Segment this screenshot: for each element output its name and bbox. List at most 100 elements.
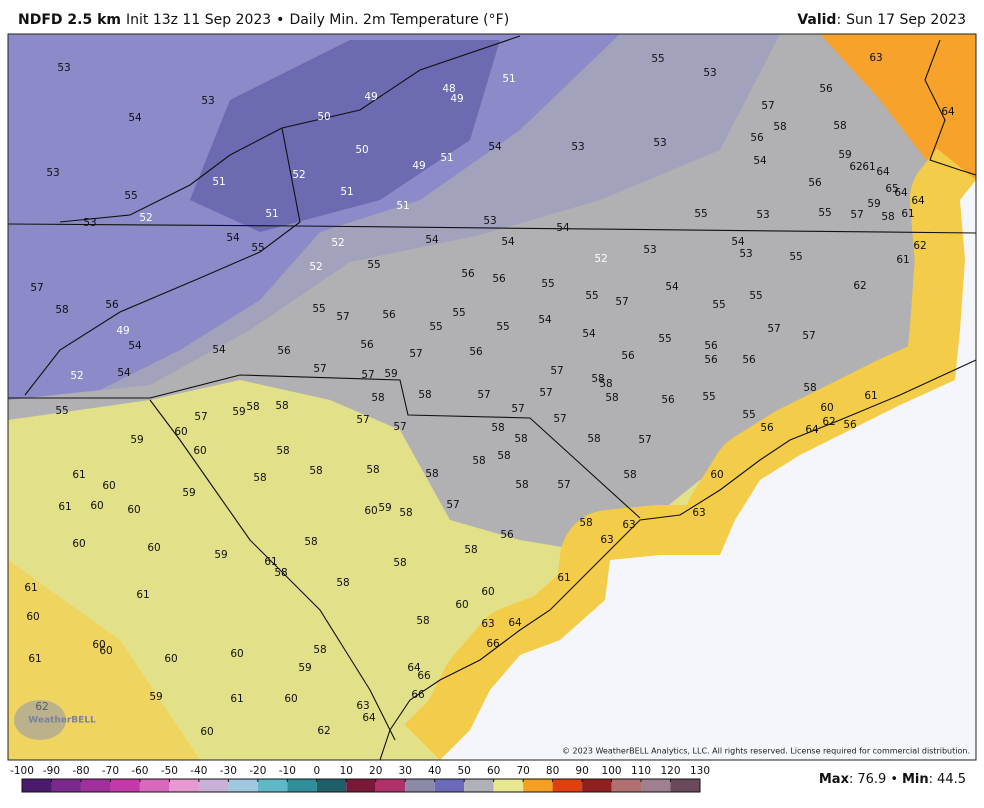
station-value: 56 <box>704 354 718 366</box>
station-value: 60 <box>99 645 112 657</box>
colorbar-tick-label: 50 <box>457 765 470 777</box>
station-value: 57 <box>511 403 524 415</box>
station-value: 58 <box>803 382 816 394</box>
station-value: 61 <box>136 589 149 601</box>
station-value: 53 <box>739 248 752 260</box>
colorbar-tick-label: 90 <box>575 765 588 777</box>
station-value: 54 <box>731 236 745 248</box>
station-value: 53 <box>643 244 656 256</box>
station-value: 60 <box>26 611 39 623</box>
station-value: 60 <box>102 480 115 492</box>
colorbar-tick-label: -20 <box>249 765 266 777</box>
separator: • <box>276 12 284 28</box>
station-value: 64 <box>911 195 925 207</box>
min-label: Min <box>902 772 929 787</box>
min-sep: : <box>929 772 933 787</box>
colorbar-tick-label: 100 <box>602 765 622 777</box>
valid-label: Valid <box>797 12 836 28</box>
coastline <box>379 359 976 760</box>
station-value: 61 <box>24 582 37 594</box>
station-value: 55 <box>712 299 725 311</box>
station-value: 61 <box>230 693 243 705</box>
station-value: 56 <box>492 273 506 285</box>
station-value: 52 <box>594 253 607 265</box>
colorbar-segment <box>346 779 376 792</box>
station-value: 52 <box>292 169 305 181</box>
station-value: 63 <box>600 534 613 546</box>
station-value: 55 <box>694 208 707 220</box>
colorbar-tick-label: 40 <box>428 765 441 777</box>
station-value: 61 <box>557 572 570 584</box>
station-value: 62 <box>317 725 330 737</box>
station-value: 58 <box>833 120 846 132</box>
station-value: 61 <box>864 390 877 402</box>
station-value: 66 <box>411 689 425 701</box>
station-value: 63 <box>869 52 882 64</box>
station-value: 60 <box>72 538 85 550</box>
logo <box>14 700 66 740</box>
colorbar: -100 -90 -80 -70 -60 -50 -40 -30 -20 -10 0 10 20 30 40… <box>10 765 710 793</box>
station-value: 58 <box>579 517 592 529</box>
station-value: 55 <box>312 303 325 315</box>
colorbar-tick-label: 60 <box>487 765 500 777</box>
station-value: 55 <box>789 251 802 263</box>
colorbar-frame <box>21 778 701 793</box>
station-value: 55 <box>818 207 831 219</box>
ky-va-border <box>59 127 283 223</box>
station-value: 57 <box>336 311 349 323</box>
station-value: 59 <box>838 149 851 161</box>
station-value: 60 <box>174 426 187 438</box>
station-value: 58 <box>253 472 266 484</box>
station-value: 56 <box>750 132 764 144</box>
ocean <box>440 180 976 760</box>
station-value: 61 <box>28 653 41 665</box>
colorbar-segment <box>611 779 642 792</box>
colorbar-segment <box>523 779 553 792</box>
station-value: 54 <box>665 281 679 293</box>
station-value: 58 <box>366 464 379 476</box>
station-value: 64 <box>508 617 522 629</box>
station-value: 56 <box>461 268 475 280</box>
station-value: 55 <box>251 242 264 254</box>
station-value: 57 <box>557 479 570 491</box>
station-value: 58 <box>773 121 786 133</box>
station-value: 56 <box>360 339 374 351</box>
station-value: 57 <box>802 330 815 342</box>
station-value: 52 <box>139 212 152 224</box>
product: Daily Min. 2m Temperature (°F) <box>289 12 509 28</box>
station-value: 52 <box>309 261 322 273</box>
station-value: 59 <box>384 368 397 380</box>
station-value: 57 <box>850 209 863 221</box>
valid-date: Sun 17 Sep 2023 <box>846 12 966 28</box>
station-value: 54 <box>582 328 596 340</box>
station-value: 60 <box>92 639 105 651</box>
colorbar-segment <box>493 779 524 792</box>
station-value: 51 <box>212 176 225 188</box>
station-value: 54 <box>128 112 142 124</box>
station-value: 58 <box>371 392 384 404</box>
colorbar-segment <box>641 779 671 792</box>
station-value: 61 <box>72 469 85 481</box>
station-value: 58 <box>416 615 429 627</box>
station-value: 54 <box>753 155 767 167</box>
colorbar-segment <box>110 779 140 792</box>
station-value: 66 <box>486 638 500 650</box>
station-value: 55 <box>749 290 762 302</box>
station-value: 62 <box>853 280 866 292</box>
station-value: 55 <box>124 190 137 202</box>
station-value: 57 <box>361 369 374 381</box>
colorbar-tick-label: -90 <box>43 765 60 777</box>
bay-area <box>820 34 976 185</box>
station-value: 51 <box>396 200 409 212</box>
station-value: 53 <box>483 215 496 227</box>
colorbar-segment <box>51 779 81 792</box>
station-value: 58 <box>881 211 894 223</box>
station-value: 53 <box>756 209 769 221</box>
station-value: 63 <box>481 618 494 630</box>
station-value: 57 <box>194 411 207 423</box>
station-value: 62 <box>913 240 926 252</box>
station-value: 51 <box>340 186 353 198</box>
station-value: 64 <box>805 424 819 436</box>
